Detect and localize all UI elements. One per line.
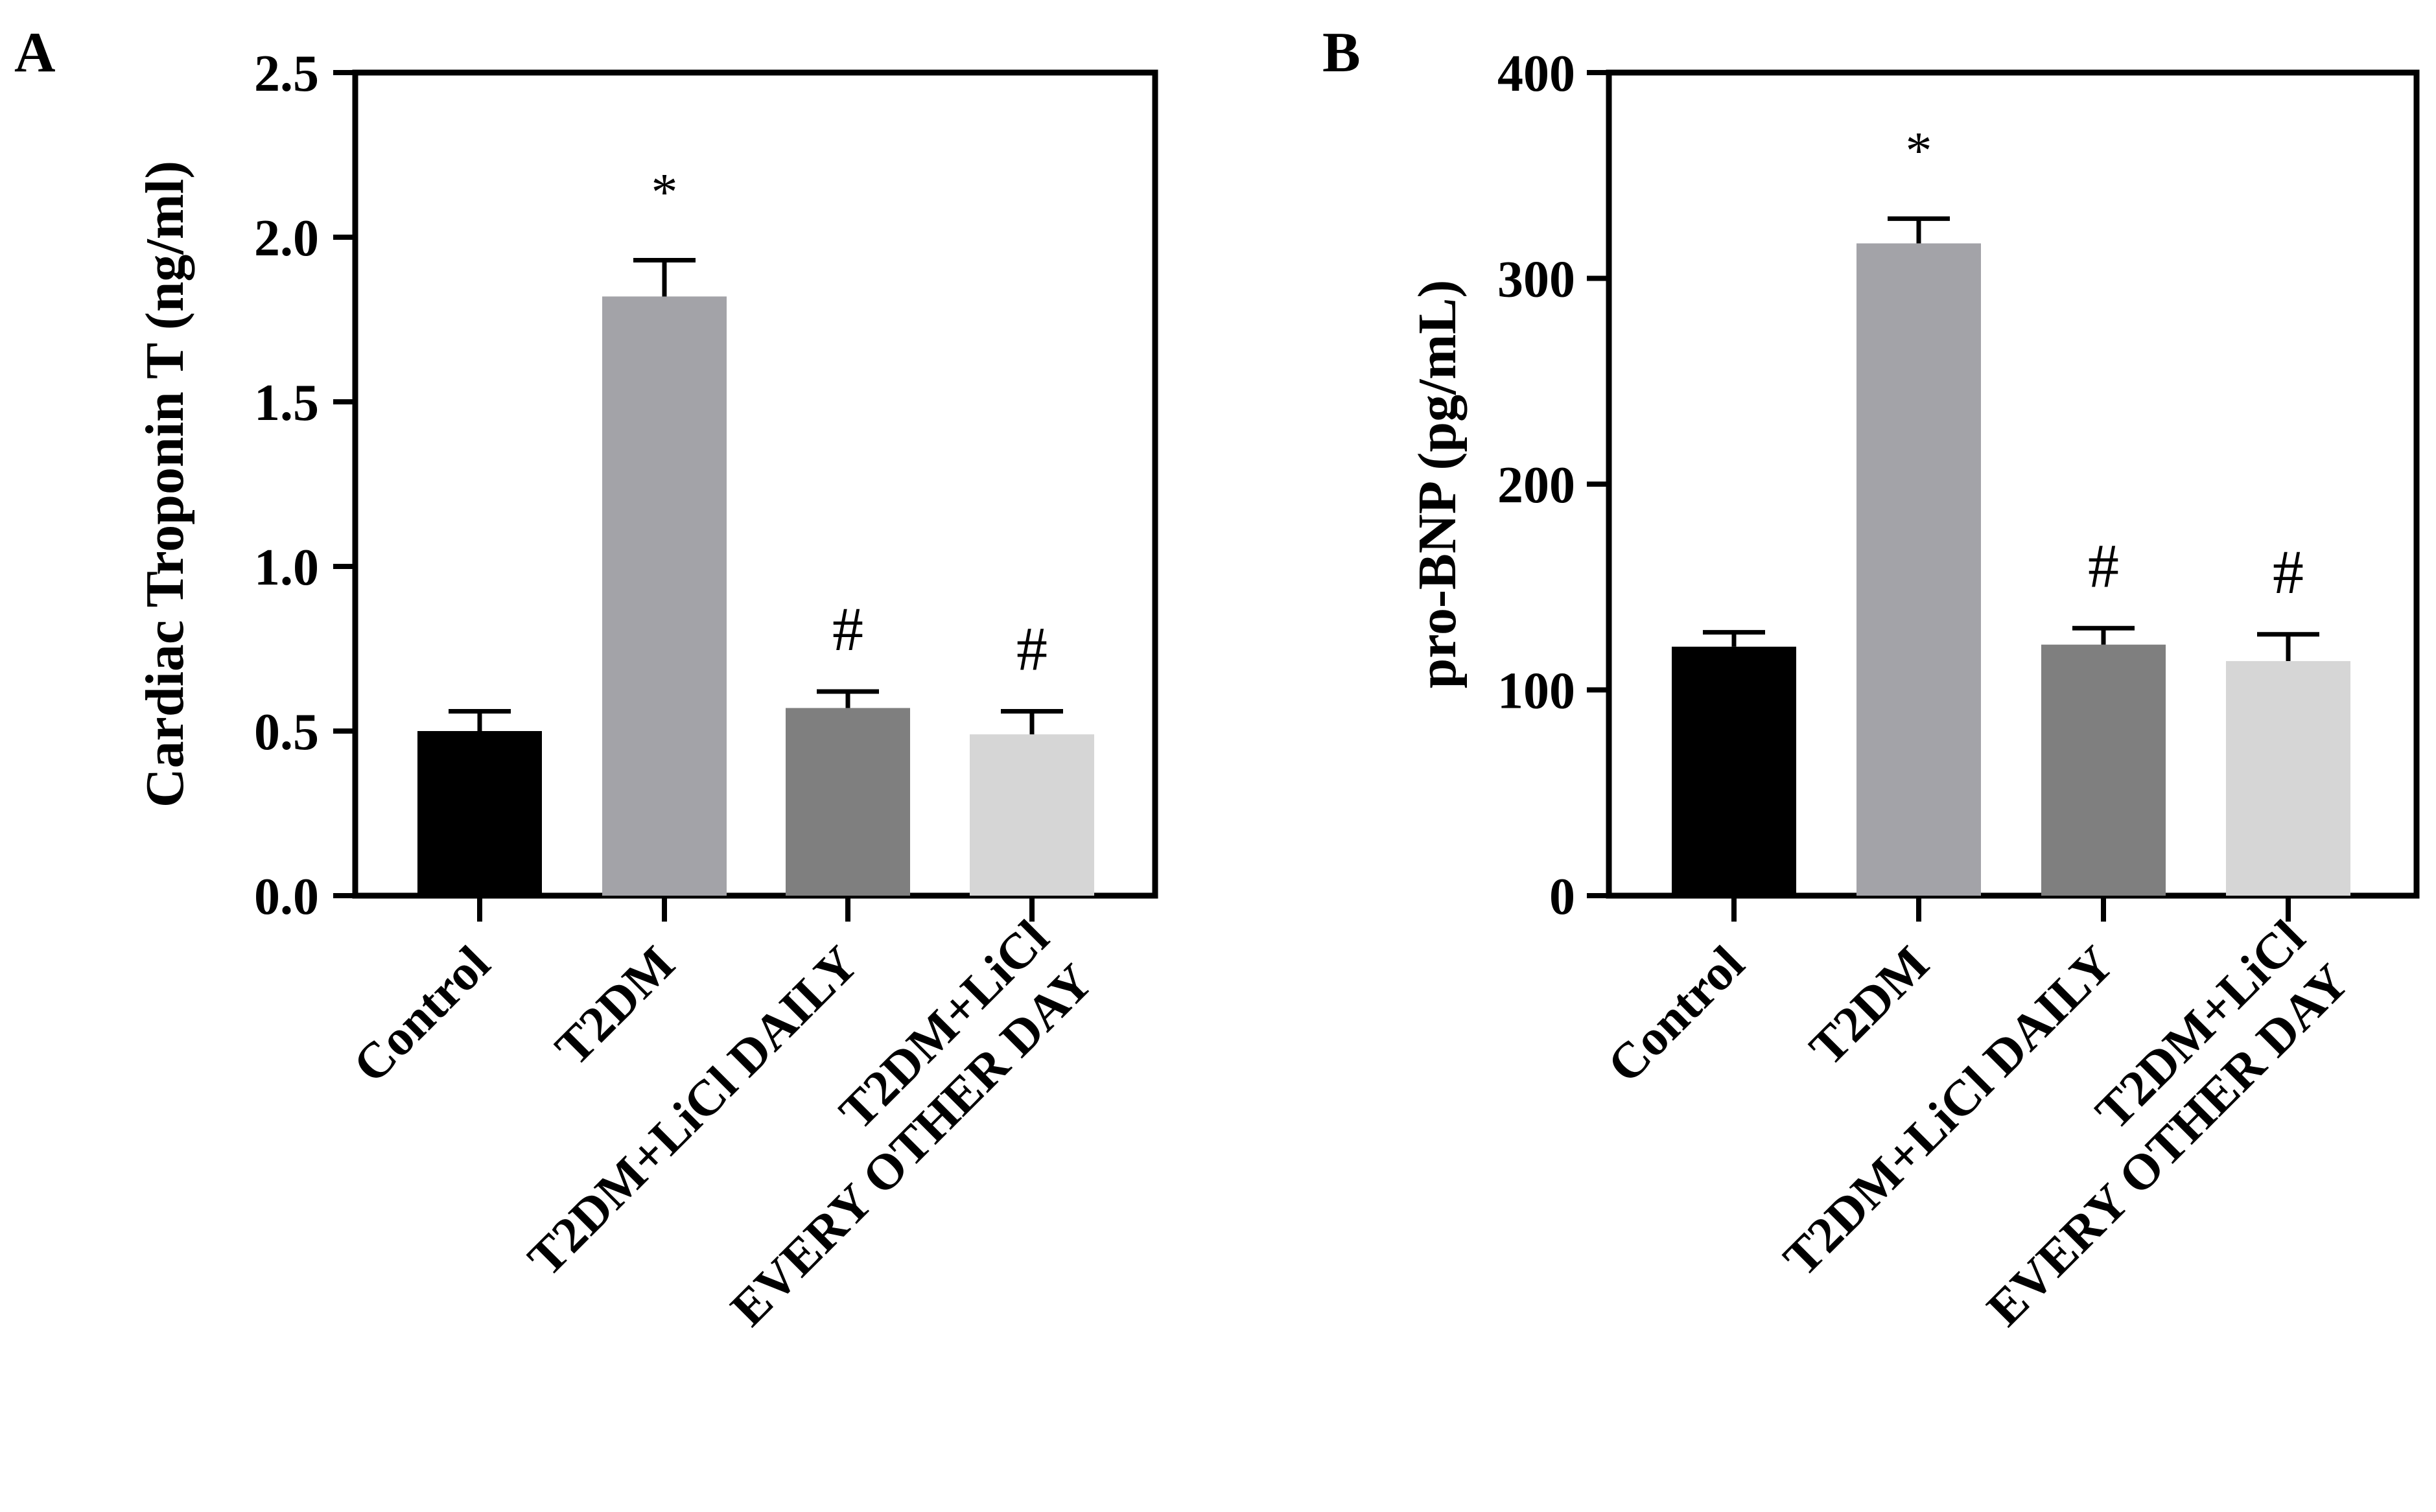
bar bbox=[970, 734, 1094, 896]
x-tick-label: Control bbox=[342, 935, 500, 1093]
y-tick-label: 200 bbox=[1497, 457, 1575, 514]
x-tick-label: Control bbox=[1597, 935, 1755, 1093]
y-tick-label: 2.5 bbox=[254, 45, 319, 102]
chart-panel-b: B 0 100 200 300 400 pro-BNP (pg/mL) Control * T2D… bbox=[1322, 21, 2420, 1337]
bar bbox=[417, 731, 542, 896]
y-tick-label: 1.0 bbox=[254, 539, 319, 596]
y-tick-label: 400 bbox=[1497, 45, 1575, 102]
y-tick-label: 0 bbox=[1549, 868, 1575, 925]
x-tick-label-line: Control bbox=[1597, 935, 1755, 1093]
y-axis-label: pro-BNP (pg/mL) bbox=[1407, 280, 1468, 689]
significance-marker: # bbox=[2088, 531, 2119, 600]
bar bbox=[2226, 661, 2350, 896]
x-tick-label: T2DM+LiClEVERY OTHER DAY bbox=[675, 909, 1103, 1337]
bar bbox=[1856, 243, 1981, 896]
plot-frame bbox=[352, 69, 1158, 899]
panel-label: A bbox=[14, 21, 56, 84]
y-axis-label: Cardiac Troponin T (ng/ml) bbox=[135, 161, 195, 808]
y-tick-label: 2.0 bbox=[254, 210, 319, 267]
y-tick-label: 100 bbox=[1497, 663, 1575, 720]
significance-marker: # bbox=[1016, 614, 1048, 684]
x-tick-label-line: Control bbox=[342, 935, 500, 1093]
bar bbox=[786, 708, 910, 896]
y-tick-label: 0.5 bbox=[254, 704, 319, 761]
y-tick-label: 1.5 bbox=[254, 375, 319, 432]
panel-label: B bbox=[1322, 21, 1361, 84]
x-tick-label: T2DM bbox=[544, 935, 685, 1076]
significance-marker: # bbox=[2273, 537, 2304, 607]
significance-marker: * bbox=[1906, 121, 1932, 180]
bar bbox=[2041, 644, 2166, 896]
y-tick-label: 300 bbox=[1497, 251, 1575, 308]
x-tick-label-line: T2DM bbox=[544, 935, 685, 1076]
x-tick-label: T2DM bbox=[1798, 935, 1939, 1076]
bar bbox=[1672, 646, 1796, 896]
bar bbox=[602, 296, 727, 896]
x-tick-label-line: T2DM bbox=[1798, 935, 1939, 1076]
significance-marker: * bbox=[651, 163, 678, 222]
chart-panel-a: A 0.0 0.5 1.0 1.5 2.0 2.5 Cardiac Troponin T (n… bbox=[14, 21, 1158, 1337]
x-tick-label: T2DM+LiClEVERY OTHER DAY bbox=[1932, 909, 2360, 1337]
y-tick-label: 0.0 bbox=[254, 868, 319, 925]
significance-marker: # bbox=[832, 594, 863, 664]
